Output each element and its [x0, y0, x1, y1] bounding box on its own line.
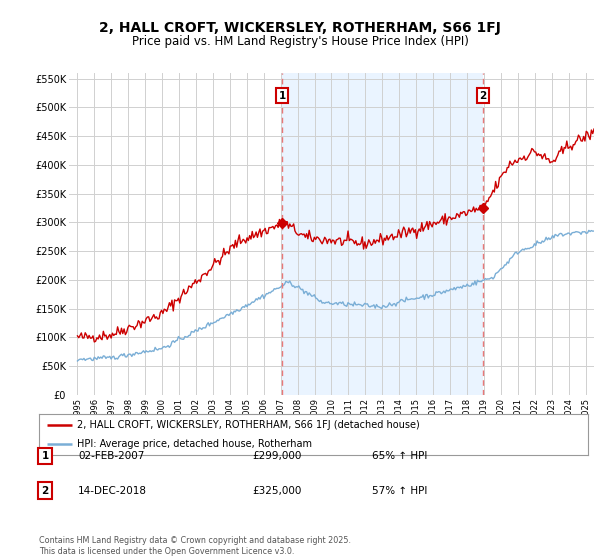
Text: Contains HM Land Registry data © Crown copyright and database right 2025.
This d: Contains HM Land Registry data © Crown c… [39, 536, 351, 556]
Text: 2: 2 [41, 486, 49, 496]
Text: 1: 1 [278, 91, 286, 101]
Text: Price paid vs. HM Land Registry's House Price Index (HPI): Price paid vs. HM Land Registry's House … [131, 35, 469, 48]
Text: £299,000: £299,000 [252, 451, 301, 461]
Text: £325,000: £325,000 [252, 486, 301, 496]
Bar [282, 73, 483, 395]
Text: 2, HALL CROFT, WICKERSLEY, ROTHERHAM, S66 1FJ: 2, HALL CROFT, WICKERSLEY, ROTHERHAM, S6… [99, 21, 501, 35]
Text: 02-FEB-2007: 02-FEB-2007 [78, 451, 145, 461]
Text: HPI: Average price, detached house, Rotherham: HPI: Average price, detached house, Roth… [77, 439, 313, 449]
Text: 1: 1 [41, 451, 49, 461]
Text: 2, HALL CROFT, WICKERSLEY, ROTHERHAM, S66 1FJ (detached house): 2, HALL CROFT, WICKERSLEY, ROTHERHAM, S6… [77, 421, 420, 430]
Text: 14-DEC-2018: 14-DEC-2018 [78, 486, 147, 496]
Text: 57% ↑ HPI: 57% ↑ HPI [372, 486, 427, 496]
Text: 65% ↑ HPI: 65% ↑ HPI [372, 451, 427, 461]
Text: 2: 2 [479, 91, 487, 101]
